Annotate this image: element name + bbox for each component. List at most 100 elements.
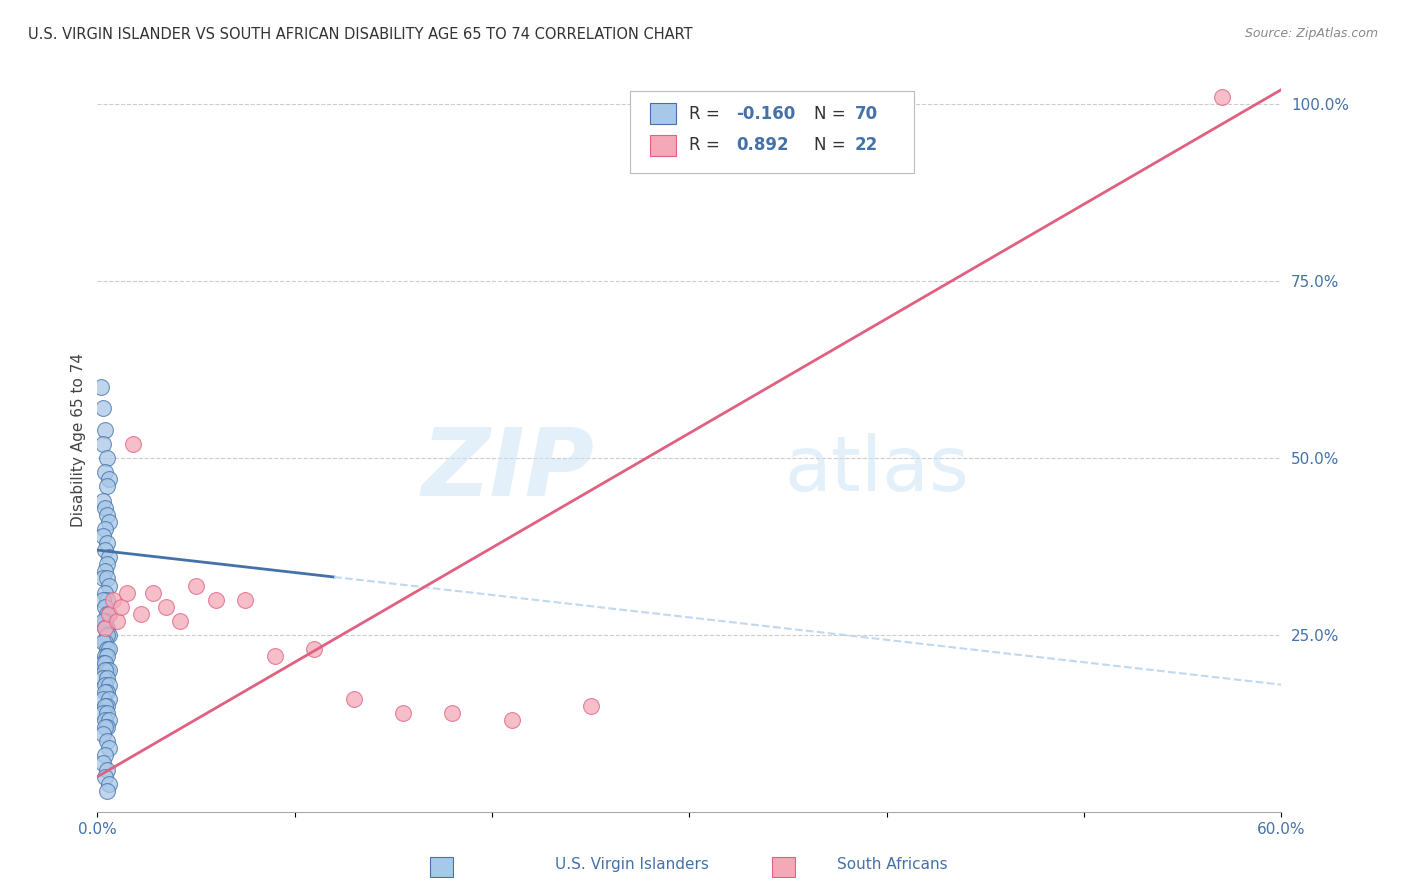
Text: Source: ZipAtlas.com: Source: ZipAtlas.com xyxy=(1244,27,1378,40)
Point xyxy=(96,607,118,621)
Point xyxy=(98,578,121,592)
Point xyxy=(94,585,117,599)
Point xyxy=(94,748,117,763)
Point xyxy=(121,437,143,451)
Point xyxy=(94,565,117,579)
Text: 70: 70 xyxy=(855,105,879,123)
Point xyxy=(96,621,118,635)
Point xyxy=(91,592,114,607)
Point xyxy=(94,684,117,698)
Point xyxy=(94,770,117,784)
Point xyxy=(129,607,152,621)
Point xyxy=(98,550,121,565)
Point xyxy=(96,734,118,748)
Point xyxy=(94,698,117,713)
Point xyxy=(94,465,117,479)
Point xyxy=(96,784,118,798)
Point xyxy=(96,763,118,777)
FancyBboxPatch shape xyxy=(650,103,676,124)
Point xyxy=(264,649,287,664)
Point xyxy=(1211,90,1233,104)
Point xyxy=(94,657,117,671)
Point xyxy=(98,472,121,486)
Point xyxy=(94,423,117,437)
Point xyxy=(94,635,117,649)
Point xyxy=(94,599,117,614)
Point xyxy=(94,500,117,515)
Point xyxy=(96,706,118,720)
Point xyxy=(98,628,121,642)
FancyBboxPatch shape xyxy=(650,135,676,155)
Point xyxy=(98,642,121,657)
Point xyxy=(91,529,114,543)
Point xyxy=(96,592,118,607)
Point xyxy=(96,684,118,698)
Point xyxy=(304,642,326,657)
Point xyxy=(101,592,124,607)
Text: N =: N = xyxy=(814,136,851,154)
Point xyxy=(184,578,207,592)
Point xyxy=(98,713,121,727)
Point xyxy=(96,671,118,685)
Point xyxy=(96,698,118,713)
Point xyxy=(155,599,177,614)
Point xyxy=(110,599,132,614)
Point xyxy=(169,614,191,628)
Point xyxy=(96,628,118,642)
Point xyxy=(98,607,121,621)
Point xyxy=(204,592,226,607)
Point xyxy=(91,706,114,720)
Point xyxy=(98,664,121,678)
Point xyxy=(96,558,118,572)
Point xyxy=(94,713,117,727)
Point xyxy=(96,642,118,657)
Text: R =: R = xyxy=(689,105,725,123)
Point xyxy=(91,635,114,649)
Point xyxy=(98,741,121,756)
Point xyxy=(94,621,117,635)
Text: ZIP: ZIP xyxy=(422,424,595,516)
Text: atlas: atlas xyxy=(785,434,969,507)
Point xyxy=(115,585,138,599)
Point xyxy=(392,706,415,720)
Point xyxy=(441,706,464,720)
Point xyxy=(94,720,117,734)
Point xyxy=(96,649,118,664)
Point xyxy=(94,614,117,628)
Point xyxy=(343,691,366,706)
Text: South Africans: South Africans xyxy=(837,857,948,871)
Point xyxy=(91,756,114,770)
Point xyxy=(91,691,114,706)
FancyBboxPatch shape xyxy=(630,91,914,173)
Point xyxy=(96,508,118,522)
Text: 22: 22 xyxy=(855,136,879,154)
Text: R =: R = xyxy=(689,136,731,154)
Y-axis label: Disability Age 65 to 74: Disability Age 65 to 74 xyxy=(72,353,86,527)
Point xyxy=(96,664,118,678)
Point xyxy=(98,691,121,706)
Point xyxy=(91,727,114,741)
Point xyxy=(91,493,114,508)
Point xyxy=(579,698,602,713)
Point xyxy=(233,592,256,607)
Point xyxy=(94,522,117,536)
Point xyxy=(90,380,112,394)
Point xyxy=(94,621,117,635)
Point xyxy=(94,649,117,664)
Text: 0.892: 0.892 xyxy=(737,136,789,154)
Point xyxy=(105,614,128,628)
Point xyxy=(98,515,121,529)
Point xyxy=(91,671,114,685)
Point xyxy=(91,657,114,671)
Point xyxy=(91,571,114,585)
Text: U.S. VIRGIN ISLANDER VS SOUTH AFRICAN DISABILITY AGE 65 TO 74 CORRELATION CHART: U.S. VIRGIN ISLANDER VS SOUTH AFRICAN DI… xyxy=(28,27,693,42)
Point xyxy=(91,437,114,451)
Text: -0.160: -0.160 xyxy=(737,105,796,123)
Point xyxy=(96,571,118,585)
Point xyxy=(98,777,121,791)
Text: U.S. Virgin Islanders: U.S. Virgin Islanders xyxy=(555,857,709,871)
Point xyxy=(98,607,121,621)
Point xyxy=(94,543,117,558)
Point xyxy=(91,401,114,416)
Point xyxy=(96,479,118,493)
